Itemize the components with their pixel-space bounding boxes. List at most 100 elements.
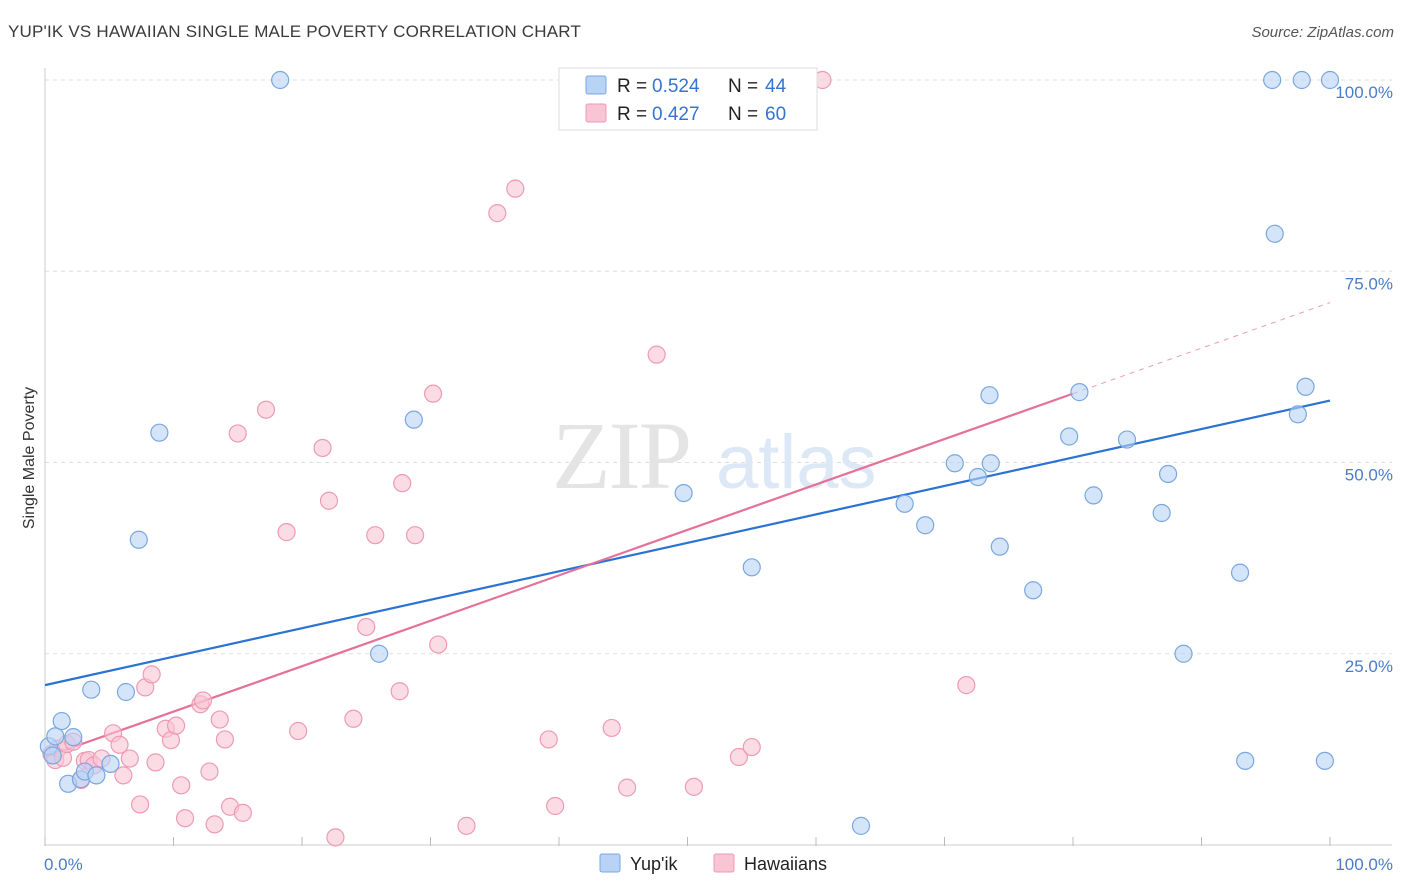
hawaiians-point [114, 766, 133, 785]
points-layer [39, 70, 1340, 847]
hawaiians-point [390, 682, 409, 701]
hawaiians-trend-line [44, 392, 1074, 759]
y-tick-label: 100.0% [1335, 83, 1393, 102]
yupik-point [64, 728, 83, 747]
hawaiians-point [546, 796, 565, 816]
hawaiians-point [200, 762, 219, 781]
hawaiians-point [205, 815, 224, 834]
hawaiians-point [602, 718, 621, 738]
yupik-point [52, 711, 71, 731]
yupik-point [1236, 751, 1255, 770]
y-tick-label: 50.0% [1345, 466, 1393, 485]
yupik-point [82, 680, 101, 699]
yupik-point [46, 727, 65, 746]
yupik-point [895, 494, 914, 513]
yupik-point [1315, 751, 1334, 770]
hawaiians-point [228, 424, 247, 443]
yupik-point [101, 754, 120, 774]
hawaiians-point [357, 617, 376, 637]
hawaiians-point [457, 816, 476, 835]
x-tick-label: 0.0% [44, 855, 83, 874]
yupik-point [1230, 563, 1250, 582]
hawaiians-point [166, 716, 186, 735]
hawaiians-point [344, 709, 363, 728]
top-legend: R = 0.524 N = 44 R = 0.427 N = 60 [558, 67, 818, 131]
hawaiians-point [110, 735, 129, 754]
hawaiians-point [193, 691, 213, 710]
yupik-point [1263, 70, 1282, 90]
yupik-point [1024, 581, 1043, 600]
yupik-point [404, 410, 423, 429]
bottom-legend-label-yupik: Yup'ik [630, 854, 678, 874]
yupik-point [674, 484, 693, 503]
hawaiians-point [618, 778, 637, 797]
yupik-point [150, 423, 169, 442]
yupik-point [271, 70, 290, 90]
yupik-point [370, 644, 389, 663]
watermark: ZIP atlas [552, 402, 877, 509]
yupik-point [1070, 383, 1089, 402]
yupik-point [116, 682, 136, 702]
hawaiians-point [215, 730, 234, 749]
y-tick-label: 25.0% [1345, 657, 1393, 676]
yupik-point [1174, 644, 1193, 663]
yupik-point [945, 454, 964, 473]
yupik-point [1060, 427, 1079, 446]
hawaiians-point [313, 438, 332, 458]
yupik-point [1152, 503, 1171, 523]
trend-layer [44, 302, 1331, 759]
hawaiians-point [488, 204, 507, 223]
yupik-point [1265, 224, 1284, 243]
watermark-zip: ZIP [552, 402, 690, 509]
y-axis-label: Single Male Poverty [21, 387, 38, 529]
hawaiians-point [366, 526, 385, 545]
bottom-legend-label-hawaiians: Hawaiians [744, 854, 827, 874]
yupik-point [968, 467, 988, 487]
hawaiians-point [423, 384, 443, 403]
yupik-point [742, 558, 761, 577]
y-tick-label: 75.0% [1345, 274, 1393, 293]
chart-title: YUP'IK VS HAWAIIAN SINGLE MALE POVERTY C… [8, 22, 582, 41]
yupik-point [980, 386, 999, 405]
legend-r-label-hawaiians: R = [617, 104, 647, 125]
legend-n-label-hawaiians: N = [728, 104, 758, 125]
hawaiians-point [684, 777, 704, 796]
source-label: Source: ZipAtlas.com [1251, 24, 1394, 41]
yupik-point [981, 454, 1000, 473]
hawaiians-point [130, 795, 150, 814]
yupik-point [1084, 486, 1103, 505]
hawaiians-point [277, 523, 296, 542]
hawaiians-point [319, 491, 339, 510]
bottom-legend: Yup'ik Hawaiians [599, 853, 827, 874]
yupik-point [1296, 377, 1315, 396]
yupik-point [87, 766, 106, 785]
hawaiians-point [429, 635, 448, 654]
yupik-point [1117, 430, 1137, 449]
legend-n-value-yupik: 44 [765, 76, 787, 97]
legend-n-value-hawaiians: 60 [765, 104, 786, 125]
legend-r-label-yupik: R = [617, 76, 647, 97]
hawaiians-point [647, 345, 666, 364]
hawaiians-point [289, 721, 308, 741]
yupik-point [990, 537, 1009, 556]
grid-layer [45, 79, 1392, 655]
yupik-point [43, 746, 62, 765]
bottom-legend-swatch-hawaiians [713, 853, 735, 873]
yupik-point [916, 516, 935, 535]
hawaiians-point [120, 749, 139, 768]
legend-r-value-yupik: 0.524 [652, 76, 700, 97]
hawaiians-point [506, 179, 525, 198]
hawaiians-point [256, 400, 276, 419]
hawaiians-point [146, 753, 165, 772]
yupik-point [1288, 405, 1307, 424]
axes-layer [44, 68, 1392, 846]
hawaiians-trend-extension [1072, 302, 1331, 395]
hawaiians-point [405, 526, 425, 545]
yupik-point [129, 530, 148, 549]
hawaiians-point [326, 828, 345, 847]
hawaiians-point [742, 737, 761, 757]
tick-label-layer: 25.0% 50.0% 75.0% 100.0% 0.0% 100.0% [44, 83, 1393, 874]
yupik-point [1158, 464, 1178, 484]
hawaiians-point [210, 710, 229, 729]
